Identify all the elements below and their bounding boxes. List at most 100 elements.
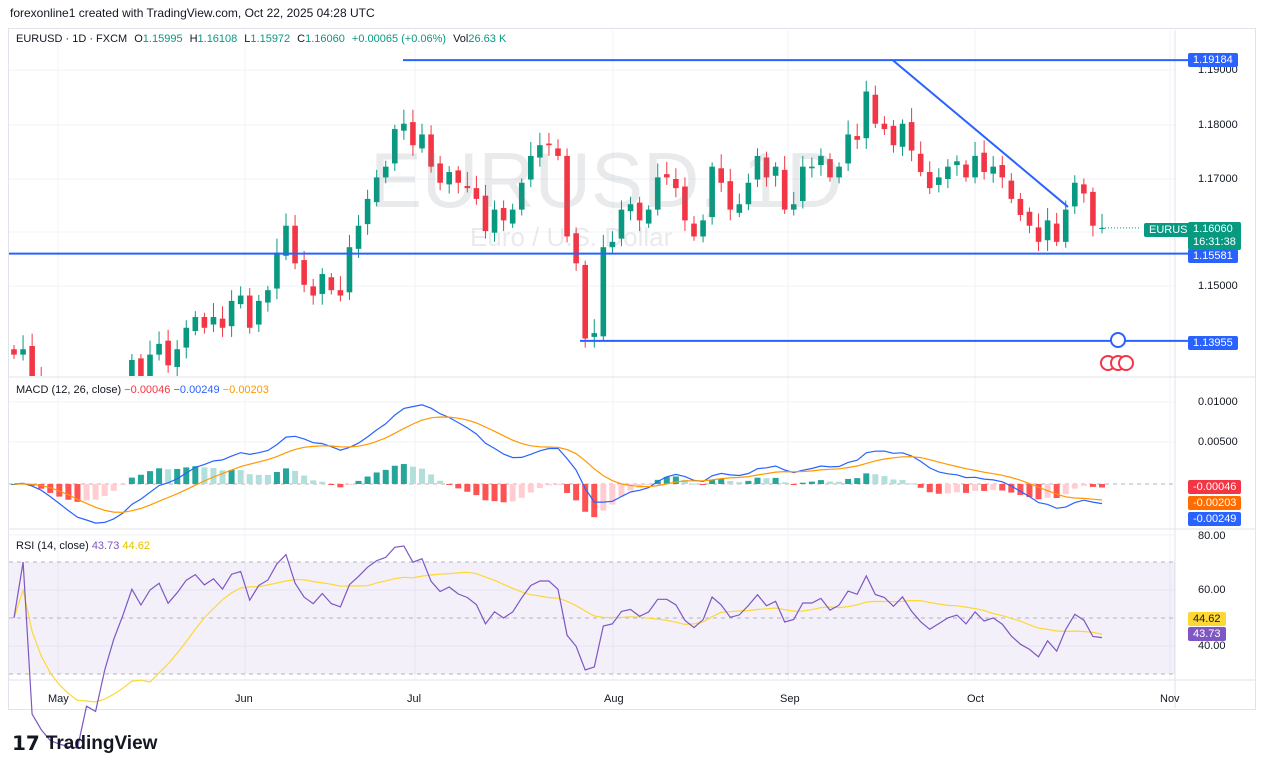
macd-histogram-bar bbox=[573, 484, 580, 501]
candle-body bbox=[936, 177, 942, 185]
candle-body bbox=[156, 343, 162, 355]
price-tick: 1.17000 bbox=[1198, 173, 1238, 185]
candle-body bbox=[283, 225, 289, 256]
price-tick: 1.15000 bbox=[1198, 280, 1238, 292]
candle-body bbox=[228, 300, 235, 327]
watermark-title: EURUSD, 1D bbox=[370, 136, 843, 224]
macd-histogram-bar bbox=[491, 484, 498, 502]
rsi-line bbox=[13, 545, 1103, 749]
candle-body bbox=[401, 123, 407, 131]
macd-hist-tag: -0.00046 bbox=[1188, 480, 1242, 494]
candle-body bbox=[364, 198, 371, 225]
chart-frame bbox=[8, 28, 1256, 710]
candle-body bbox=[1081, 184, 1087, 194]
macd-histogram-bar bbox=[83, 484, 90, 501]
candle-body bbox=[781, 169, 788, 210]
candle-body bbox=[963, 164, 969, 178]
macd-tick: 0.01000 bbox=[1198, 396, 1238, 408]
macd-histogram-bar bbox=[147, 471, 153, 484]
candle-body bbox=[292, 225, 298, 264]
macd-histogram-bar bbox=[845, 478, 852, 484]
candle-body bbox=[754, 155, 761, 180]
macd-histogram-bar bbox=[292, 470, 299, 484]
candle-body bbox=[392, 129, 398, 164]
macd-histogram-bar bbox=[527, 484, 534, 493]
candle-body bbox=[237, 295, 244, 305]
macd-histogram-bar bbox=[47, 484, 54, 493]
macd-histogram-bar bbox=[364, 476, 371, 484]
macd-line-tag: -0.00249 bbox=[1188, 512, 1242, 526]
macd-histogram-bar bbox=[246, 474, 253, 484]
brand-name: TradingView bbox=[45, 732, 158, 754]
rsi-band bbox=[9, 562, 1175, 674]
macd-histogram-bar bbox=[1080, 484, 1087, 486]
candle-body bbox=[772, 166, 779, 176]
macd-histogram-bar bbox=[963, 484, 969, 493]
macd-histogram-bar bbox=[473, 484, 480, 496]
candle-body bbox=[446, 172, 452, 185]
macd-histogram-bar bbox=[672, 476, 679, 484]
candle-body bbox=[790, 204, 797, 210]
candle-body bbox=[428, 134, 434, 167]
macd-legend: MACD (12, 26, close) −0.00046 −0.00249 −… bbox=[16, 384, 269, 396]
candle-body bbox=[464, 185, 471, 189]
macd-histogram-bar bbox=[863, 473, 870, 484]
candle-body bbox=[945, 166, 951, 180]
macd-histogram-bar bbox=[917, 484, 924, 488]
bar-countdown: 16:31:38 bbox=[1193, 236, 1236, 248]
rsi-tick: 80.00 bbox=[1198, 530, 1226, 542]
candle-body bbox=[809, 166, 815, 169]
candle-body bbox=[482, 195, 489, 232]
candle-body bbox=[410, 122, 416, 146]
candle-body bbox=[147, 354, 153, 376]
candle-body bbox=[1044, 220, 1051, 241]
candle-body bbox=[20, 349, 26, 355]
symbol-legend: EURUSD · 1D · FXCM O1.15995 H1.16108 L1.… bbox=[16, 33, 506, 45]
candle-body bbox=[899, 123, 906, 147]
macd-histogram-bar bbox=[908, 483, 915, 485]
candle-body bbox=[1062, 209, 1069, 242]
tradingview-logo[interactable]: 𝟭𝟳 TradingView bbox=[12, 731, 157, 756]
candle-body bbox=[174, 349, 180, 367]
macd-histogram-bar bbox=[165, 469, 172, 484]
macd-histogram-bar bbox=[509, 484, 516, 502]
month-label: Nov bbox=[1160, 693, 1180, 705]
level-tag: 1.15581 bbox=[1188, 249, 1238, 263]
macd-signal-value: −0.00203 bbox=[222, 384, 269, 396]
candle-body bbox=[736, 204, 743, 213]
rsi-tick: 40.00 bbox=[1198, 640, 1226, 652]
month-label: Aug bbox=[604, 693, 624, 705]
macd-histogram-bar bbox=[455, 484, 462, 489]
macd-signal-tag: -0.00203 bbox=[1188, 496, 1242, 510]
macd-histogram-bar bbox=[926, 484, 933, 493]
macd-histogram-bar bbox=[890, 479, 897, 484]
candle-body bbox=[183, 327, 190, 348]
candle-body bbox=[682, 186, 688, 221]
candle-body bbox=[990, 166, 996, 174]
macd-histogram-bar bbox=[1035, 484, 1042, 500]
candle-body bbox=[627, 204, 634, 212]
candle-body bbox=[256, 300, 262, 325]
macd-histogram-bar bbox=[301, 475, 308, 484]
macd-histogram-bar bbox=[781, 482, 788, 484]
macd-histogram-bar bbox=[1026, 484, 1033, 498]
candle-body bbox=[93, 444, 99, 456]
macd-histogram-bar bbox=[817, 480, 824, 484]
month-label: Jun bbox=[235, 693, 253, 705]
macd-histogram-bar bbox=[210, 467, 217, 484]
macd-histogram-bar bbox=[691, 483, 697, 485]
candle-body bbox=[57, 422, 63, 435]
macd-histogram-bar bbox=[137, 474, 144, 484]
candle-body bbox=[664, 174, 670, 178]
candle-body bbox=[763, 157, 770, 178]
macd-histogram-bar bbox=[935, 484, 942, 494]
candle-body bbox=[518, 182, 525, 210]
macd-histogram-bar bbox=[545, 484, 552, 486]
candle-body bbox=[954, 161, 960, 166]
tv-logo-icon: 𝟭𝟳 bbox=[12, 733, 40, 755]
candle-body bbox=[129, 359, 135, 376]
candle-body bbox=[591, 333, 598, 337]
symbol-name[interactable]: EURUSD · 1D · FXCM bbox=[16, 33, 128, 45]
high-label: H bbox=[189, 33, 198, 45]
